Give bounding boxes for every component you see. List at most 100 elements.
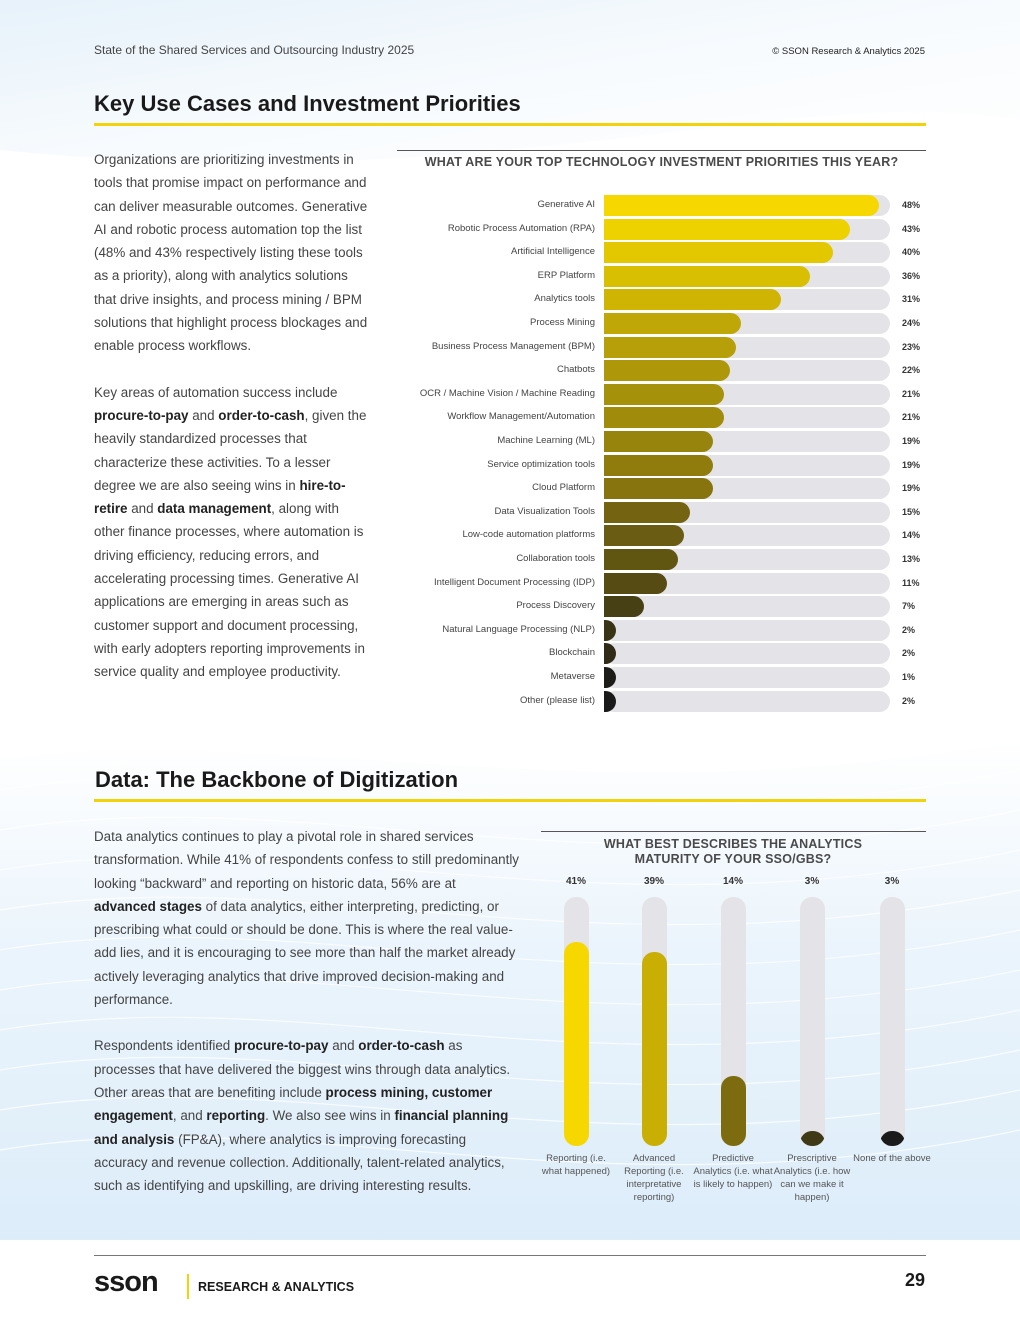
section-title-use-cases: Key Use Cases and Investment Priorities bbox=[94, 91, 521, 116]
bar-label: Generative AI bbox=[537, 199, 595, 210]
bar-value-label: 13% bbox=[902, 554, 921, 564]
bar bbox=[604, 525, 685, 547]
section1-paragraph-2: Key areas of automation success include … bbox=[94, 384, 367, 680]
column-track bbox=[880, 897, 905, 1146]
column bbox=[880, 1131, 905, 1146]
bar-value-label: 2% bbox=[902, 648, 916, 659]
bar-label: Business Process Management (BPM) bbox=[431, 340, 595, 352]
bar-track bbox=[604, 265, 890, 287]
column-group: 3% Prescriptive Analytics (i.e. how can w… bbox=[772, 876, 852, 1226]
column bbox=[564, 941, 589, 1146]
bar-label: Collaboration tools bbox=[516, 553, 595, 564]
bar-value-label: 31% bbox=[902, 294, 921, 305]
bar-track bbox=[604, 313, 890, 334]
bar-track bbox=[604, 195, 890, 216]
column-track bbox=[564, 897, 589, 1146]
column bbox=[642, 951, 667, 1146]
sson-logo: sson RESEARCH & ANALYTICS bbox=[94, 1266, 354, 1306]
section2-paragraph-1: Data analytics continues to play a pivot… bbox=[94, 829, 519, 1008]
footer-rule bbox=[94, 1255, 926, 1256]
bar-track bbox=[604, 218, 890, 240]
bar-label: Natural Language Processing (NLP) bbox=[442, 623, 595, 635]
bar-row: Generative AI 48% bbox=[397, 195, 937, 217]
bar-row: Chatbots 22% bbox=[397, 360, 937, 382]
bar bbox=[604, 690, 616, 712]
chart1-top-rule bbox=[397, 150, 926, 151]
bar-value-label: 19% bbox=[902, 459, 921, 470]
bar-label: Machine Learning (ML) bbox=[497, 435, 595, 446]
section-divider bbox=[94, 799, 926, 802]
chart1-title: WHAT ARE YOUR TOP TECHNOLOGY INVESTMENT … bbox=[424, 155, 899, 169]
column-track bbox=[642, 897, 667, 1146]
bar-track bbox=[604, 407, 890, 429]
bar-track bbox=[604, 690, 890, 712]
chart2-title: WHAT BEST DESCRIBES THE ANALYTICS MATURI… bbox=[603, 837, 863, 866]
bar-track bbox=[604, 643, 890, 665]
bar-value-label: 19% bbox=[902, 483, 921, 494]
bar-row: OCR / Machine Vision / Machine Reading 21… bbox=[397, 383, 937, 406]
bar-value-label: 21% bbox=[902, 388, 921, 399]
section1-body: Organizations are prioritizing investmen… bbox=[94, 148, 370, 684]
bar bbox=[604, 454, 713, 476]
bar-row: Cloud Platform 19% bbox=[397, 478, 937, 500]
column-value-label: 41% bbox=[565, 876, 586, 887]
bar-value-label: 24% bbox=[902, 318, 921, 328]
logo-separator bbox=[187, 1274, 189, 1299]
column-value-label: 3% bbox=[884, 876, 900, 887]
bar-label: Service optimization tools bbox=[487, 458, 595, 470]
bar-label: Metaverse bbox=[550, 671, 595, 682]
bar-label: Robotic Process Automation (RPA) bbox=[447, 222, 595, 234]
bar bbox=[604, 265, 810, 287]
bar bbox=[604, 336, 736, 358]
column-label: Prescriptive Analytics (i.e. how can we … bbox=[773, 1153, 851, 1203]
bar-label: Low-code automation platforms bbox=[462, 529, 595, 541]
bar-track bbox=[604, 431, 890, 452]
bar-value-label: 11% bbox=[902, 577, 920, 588]
bar-row: Machine Learning (ML) 19% bbox=[397, 431, 937, 453]
copyright-notice: © SSON Research & Analytics 2025 bbox=[772, 46, 925, 57]
bar-label: Cloud Platform bbox=[532, 482, 595, 494]
section-title-data-backbone: Data: The Backbone of Digitization bbox=[95, 767, 459, 792]
bar-track bbox=[604, 596, 890, 618]
section2-body: Data analytics continues to play a pivot… bbox=[94, 825, 520, 1197]
bar-value-label: 15% bbox=[902, 506, 921, 517]
bar bbox=[604, 431, 713, 452]
bar-track bbox=[604, 242, 890, 264]
bar-value-label: 21% bbox=[902, 412, 921, 423]
bar-track bbox=[604, 360, 890, 382]
column-value-label: 14% bbox=[722, 876, 743, 887]
bar-row: Process Discovery 7% bbox=[397, 596, 937, 618]
bar bbox=[604, 195, 879, 216]
bar-row: Blockchain 2% bbox=[397, 643, 937, 665]
column-group: 41% Reporting (i.e. what happened) bbox=[536, 876, 616, 1226]
bar-row: Workflow Management/Automation 21% bbox=[397, 407, 937, 429]
bar-row: Collaboration tools 13% bbox=[397, 549, 937, 571]
column-value-label: 3% bbox=[804, 876, 820, 887]
bar-row: ERP Platform 36% bbox=[397, 265, 937, 288]
bar bbox=[604, 619, 616, 641]
bar-row: Natural Language Processing (NLP) 2% bbox=[397, 619, 937, 642]
bar-value-label: 40% bbox=[902, 247, 921, 258]
bar-row: Analytics tools 31% bbox=[397, 289, 937, 311]
bar-value-label: 7% bbox=[902, 601, 916, 612]
bar-label: Artificial Intelligence bbox=[511, 246, 595, 258]
bar-track bbox=[604, 572, 890, 594]
bar bbox=[604, 549, 679, 570]
bar-label: Analytics tools bbox=[534, 293, 595, 305]
column-group: 39% Advanced Reporting (i.e. interpretati… bbox=[614, 876, 694, 1226]
bar-row: Low-code automation platforms 14% bbox=[397, 525, 937, 547]
bar bbox=[604, 407, 725, 429]
report-title: State of the Shared Services and Outsour… bbox=[94, 43, 415, 57]
bar-row: Business Process Management (BPM) 23% bbox=[397, 336, 937, 359]
bar-value-label: 23% bbox=[902, 341, 921, 352]
bar-value-label: 48% bbox=[902, 200, 921, 210]
column-group: 14% Predictive Analytics (i.e. what is li… bbox=[693, 876, 773, 1226]
bar-row: Process Mining 24% bbox=[397, 313, 937, 335]
bar-label: ERP Platform bbox=[537, 269, 595, 281]
bar-row: Data Visualization Tools 15% bbox=[397, 501, 937, 524]
bar-label: Process Mining bbox=[530, 317, 595, 328]
bar-label: Data Visualization Tools bbox=[494, 505, 595, 517]
bar-track bbox=[604, 667, 890, 688]
bar-label: Intelligent Document Processing (IDP) bbox=[433, 576, 595, 588]
